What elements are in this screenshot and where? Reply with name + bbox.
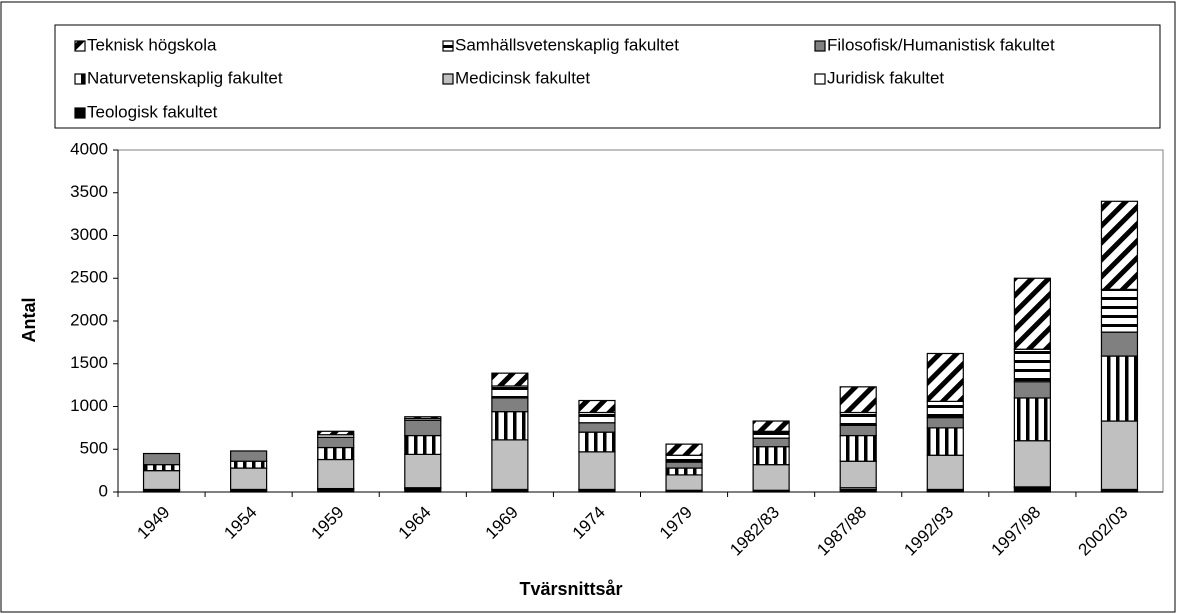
bar-segment <box>404 434 442 455</box>
bar-segment <box>839 424 877 437</box>
legend-label: Naturvetenskaplig fakultet <box>87 68 283 87</box>
bar-segment <box>665 461 703 469</box>
bar-segment <box>665 474 703 491</box>
bar-segment <box>752 446 790 466</box>
bar-segment <box>752 420 790 432</box>
bar-segment <box>1100 420 1139 491</box>
bar-segment <box>1013 397 1051 442</box>
bar-segment <box>404 453 442 489</box>
bar-segment <box>839 386 877 414</box>
legend-swatch <box>442 73 454 85</box>
y-tick-label: 2000 <box>70 310 108 329</box>
bar-segment <box>491 385 529 399</box>
bar-segment <box>491 372 529 387</box>
bar-segment <box>317 436 355 449</box>
bar-segment <box>1013 381 1051 399</box>
legend-label: Medicinsk fakultet <box>455 68 590 87</box>
bar-segment <box>491 439 529 491</box>
y-tick-label: 3000 <box>70 225 108 244</box>
legend-swatch <box>74 40 86 52</box>
legend-swatch <box>814 40 826 52</box>
bar-segment <box>317 446 355 461</box>
bar-segment <box>1013 440 1051 488</box>
bar-segment <box>491 411 529 441</box>
legend-box <box>54 24 1161 129</box>
legend-label: Juridisk fakultet <box>827 68 944 87</box>
y-tick-label: 3500 <box>70 182 108 201</box>
y-tick-label: 500 <box>80 439 108 458</box>
bar-segment <box>404 419 442 437</box>
bar-segment <box>230 460 268 469</box>
y-tick-label: 4000 <box>70 139 108 158</box>
y-tick-label: 1000 <box>70 396 108 415</box>
bar-segment <box>665 454 703 463</box>
bar-segment <box>578 399 616 414</box>
bar-segment <box>317 458 355 490</box>
bar-segment <box>1100 288 1139 333</box>
legend-label: Teknisk högskola <box>87 35 217 54</box>
bar-segment <box>1100 355 1139 422</box>
bar-segment <box>665 467 703 476</box>
legend-label: Filosofisk/Humanistisk fakultet <box>827 35 1055 54</box>
y-tick-label: 2500 <box>70 268 108 287</box>
bar-segment <box>578 431 616 453</box>
y-tick-label: 0 <box>99 481 108 500</box>
bar-segment <box>752 437 790 448</box>
bar-segment <box>926 454 964 491</box>
bar-segment <box>1013 487 1051 493</box>
bar-segment <box>142 470 181 491</box>
bar-segment <box>665 443 703 456</box>
bar-segment <box>839 460 877 489</box>
bar-segment <box>926 417 964 429</box>
x-axis-label: Tvärsnittsår <box>519 579 622 599</box>
legend-swatch <box>814 73 826 85</box>
legend-swatch <box>442 40 454 52</box>
y-axis-label: Antal <box>19 298 39 343</box>
plot-area <box>117 149 1164 493</box>
bar-segment <box>578 451 616 491</box>
legend-swatch <box>74 107 86 119</box>
bar-segment <box>926 352 964 402</box>
bar-segment <box>142 452 181 466</box>
bar-segment <box>926 427 964 456</box>
bar-segment <box>491 397 529 413</box>
bar-segment <box>752 464 790 491</box>
bar-segment <box>578 422 616 433</box>
bar-segment <box>404 416 442 420</box>
bar-segment <box>752 430 790 439</box>
bar-segment <box>230 450 268 462</box>
bar-segment <box>142 464 181 472</box>
bar-segment <box>1100 331 1139 357</box>
legend-label: Samhällsvetenskaplig fakultet <box>455 35 679 54</box>
bar-segment <box>317 430 355 436</box>
legend-label: Teologisk fakultet <box>87 102 218 121</box>
bar-segment <box>839 434 877 462</box>
bar-segment <box>1013 348 1051 383</box>
bar-segment <box>1013 277 1051 350</box>
bar-segment <box>1100 200 1139 290</box>
bar-segment <box>926 400 964 419</box>
y-tick-label: 1500 <box>70 353 108 372</box>
bar-segment <box>839 411 877 426</box>
bar-segment <box>578 411 616 424</box>
bar-segment <box>230 467 268 491</box>
legend-swatch <box>74 73 86 85</box>
